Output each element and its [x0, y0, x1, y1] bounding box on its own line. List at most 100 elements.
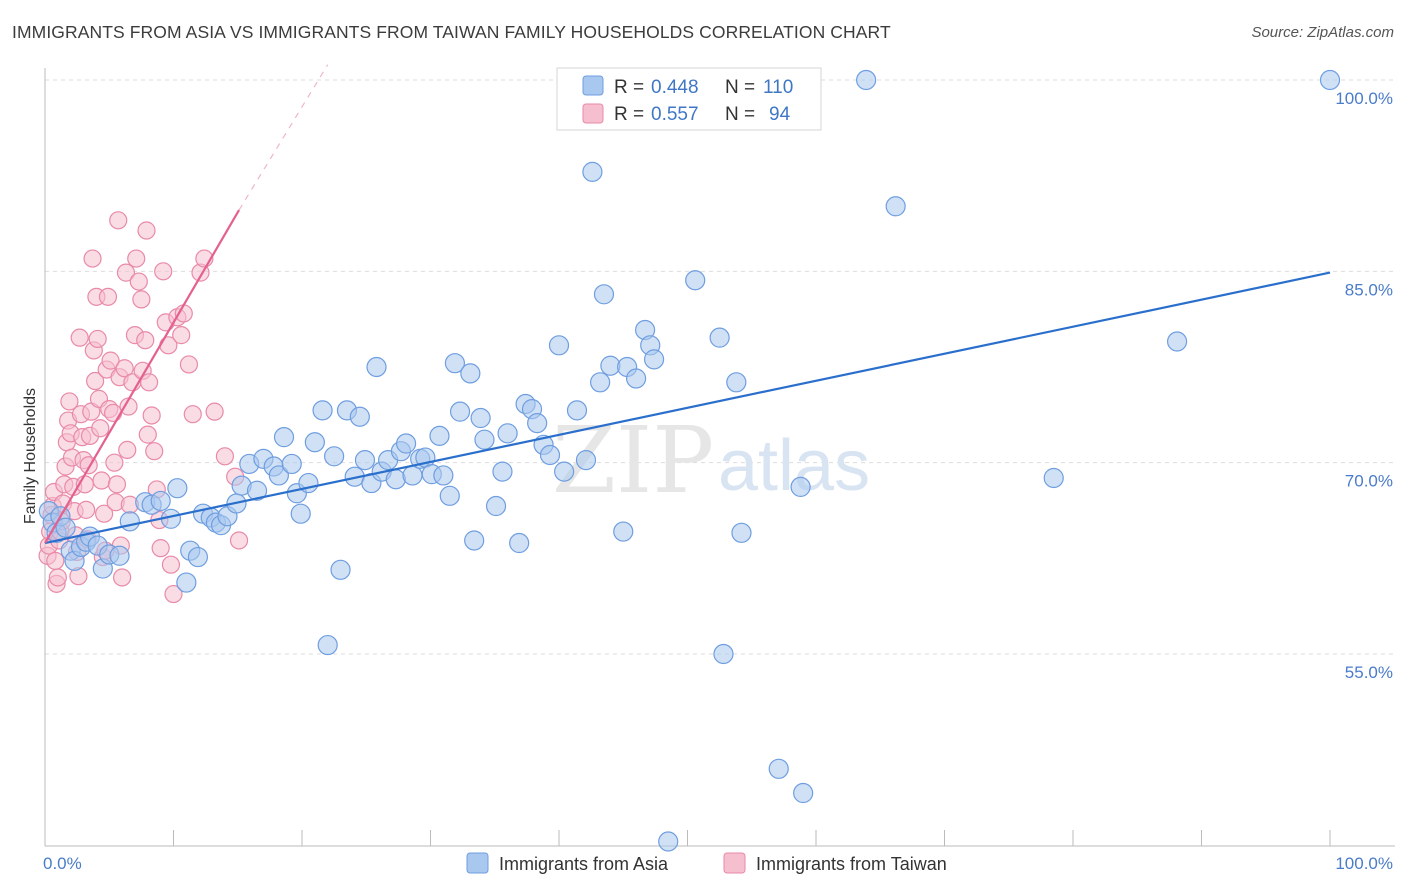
asia-point: [55, 517, 76, 538]
asia-point: [713, 643, 734, 665]
y-tick-label: 100.0%: [1335, 89, 1393, 108]
taiwan-point: [48, 568, 67, 587]
asia-point: [150, 490, 171, 512]
asia-point: [593, 284, 615, 305]
taiwan-point: [107, 475, 127, 494]
taiwan-point: [154, 262, 173, 281]
asia-point: [317, 634, 338, 656]
asia-point: [856, 69, 877, 91]
taiwan-point: [77, 500, 96, 519]
asia-point: [793, 782, 814, 804]
x-tick-label-min: 0.0%: [43, 854, 82, 873]
legend-asia-r-value: 0.448: [651, 77, 699, 98]
taiwan-point: [112, 568, 132, 587]
taiwan-point: [91, 419, 110, 438]
taiwan-point: [83, 249, 102, 268]
taiwan-point: [115, 359, 134, 378]
bottom-legend-label-taiwan: Immigrants from Taiwan: [756, 854, 947, 874]
series-legend: Immigrants from Asia Immigrants from Tai…: [466, 852, 947, 874]
asia-point: [1166, 331, 1188, 352]
gridlines: [45, 79, 1395, 655]
legend-taiwan-n-value: 94: [769, 104, 791, 125]
taiwan-trendline: [44, 209, 240, 544]
asia-point: [395, 433, 417, 454]
asia-point: [492, 461, 513, 482]
asia-point: [167, 478, 188, 499]
asia-point: [349, 406, 370, 427]
taiwan-point: [142, 406, 161, 425]
taiwan-point: [101, 351, 120, 370]
watermark: ZIP atlas: [552, 407, 870, 514]
asia-point: [464, 530, 485, 551]
taiwan-point: [116, 263, 136, 282]
asia-point: [885, 196, 906, 217]
asia-point: [119, 511, 140, 532]
taiwan-point: [109, 211, 128, 230]
bottom-legend-swatch-taiwan: [723, 852, 746, 874]
taiwan-point: [145, 442, 164, 461]
asia-point: [470, 407, 491, 429]
taiwan-point: [137, 221, 156, 240]
asia-point: [548, 335, 570, 356]
taiwan-point: [179, 355, 199, 374]
asia-point: [790, 476, 811, 498]
bottom-legend-swatch-asia: [466, 852, 489, 874]
asia-point: [176, 572, 197, 593]
asia-trendline: [44, 271, 1331, 545]
asia-point: [312, 400, 333, 421]
stats-legend: R = 0.448 N = 110 R = 0.557 N = 94: [556, 67, 822, 131]
asia-point: [685, 270, 706, 291]
asia-point: [187, 546, 209, 568]
asia-point: [643, 349, 665, 370]
asia-point: [600, 355, 621, 376]
legend-taiwan-r-label: R =: [614, 104, 644, 125]
asia-point: [590, 372, 611, 393]
taiwan-point: [118, 440, 137, 460]
taiwan-point: [161, 555, 181, 574]
y-tick-label: 55.0%: [1345, 663, 1393, 682]
asia-point: [575, 450, 597, 471]
chart-title: IMMIGRANTS FROM ASIA VS IMMIGRANTS FROM …: [12, 22, 891, 42]
taiwan-point: [92, 471, 111, 490]
asia-point: [324, 446, 345, 467]
asia-point: [709, 327, 730, 348]
y-tick-labels: 55.0% 70.0% 85.0% 100.0%: [1335, 89, 1393, 682]
taiwan-point: [151, 539, 170, 558]
y-tick-label: 70.0%: [1345, 472, 1393, 491]
legend-asia-n-label: N =: [725, 77, 755, 98]
asia-point: [290, 503, 311, 524]
taiwan-point: [183, 405, 202, 424]
asia-point: [554, 461, 575, 482]
taiwan-point: [60, 392, 79, 411]
legend-taiwan-r-value: 0.557: [651, 104, 699, 125]
x-tick-label-max: 100.0%: [1335, 854, 1393, 873]
asia-point: [460, 363, 481, 384]
taiwan-point: [229, 531, 249, 550]
axes: [44, 68, 1395, 847]
taiwan-point: [205, 402, 224, 421]
asia-point: [485, 495, 507, 517]
taiwan-point: [132, 290, 151, 309]
taiwan-point: [139, 373, 159, 392]
asia-point: [731, 522, 752, 543]
taiwan-point: [105, 453, 124, 472]
asia-point: [613, 521, 634, 542]
legend-asia-n-value: 110: [763, 77, 793, 98]
source-credit: Source: ZipAtlas.com: [1251, 24, 1394, 41]
asia-point: [1319, 69, 1341, 91]
taiwan-point: [95, 504, 114, 523]
taiwan-point: [88, 329, 107, 349]
series-asia-points: [38, 69, 1341, 852]
asia-point: [444, 353, 466, 374]
asia-point: [449, 401, 471, 422]
legend-swatch-asia: [582, 75, 604, 96]
asia-point: [527, 413, 548, 434]
asia-point: [304, 432, 325, 453]
taiwan-point: [215, 447, 234, 466]
trendlines: [44, 64, 1331, 545]
asia-point: [726, 372, 747, 393]
asia-point: [539, 444, 561, 466]
taiwan-point: [136, 331, 155, 350]
asia-point: [281, 453, 302, 475]
